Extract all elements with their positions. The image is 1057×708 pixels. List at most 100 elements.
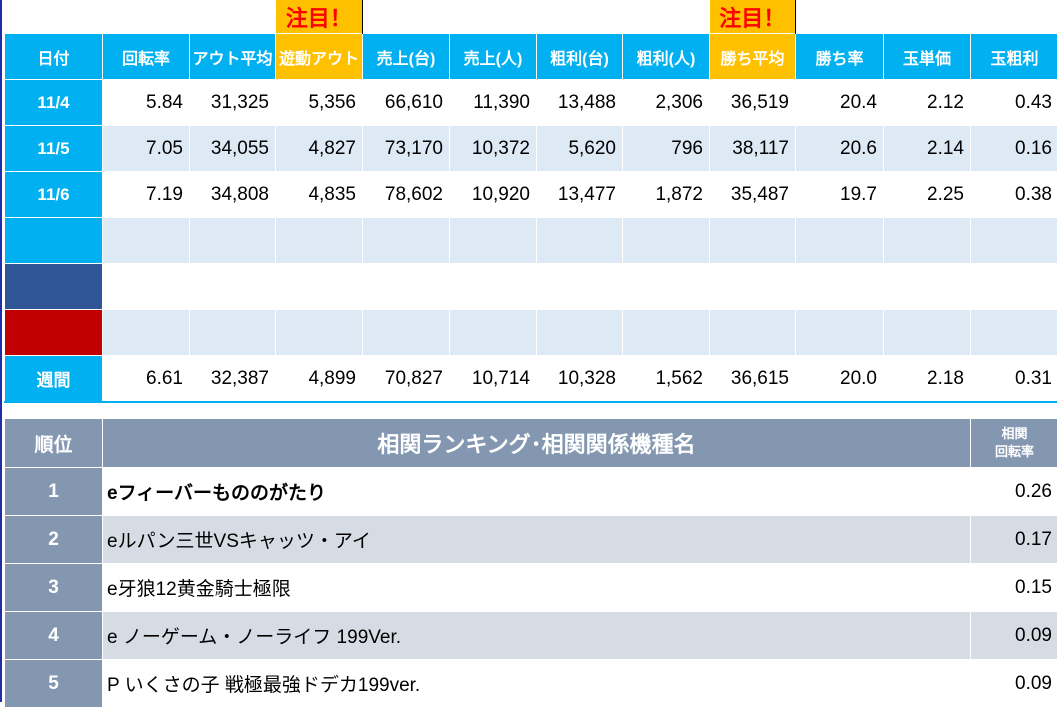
column-header: 玉単価 <box>884 34 971 80</box>
value-header: 回転率 <box>995 444 1034 459</box>
correlation-value: 0.09 <box>971 660 1057 708</box>
column-header: 粗利(人) <box>623 34 710 80</box>
value-cell <box>710 264 796 310</box>
value-cell: 5.84 <box>103 80 190 126</box>
rank-number: 3 <box>5 564 103 612</box>
value-cell: 0.38 <box>971 172 1057 218</box>
date-cell <box>5 218 103 264</box>
value-cell <box>884 264 971 310</box>
value-cell <box>103 310 190 356</box>
weekly-label: 週間 <box>5 356 103 403</box>
value-cell: 10,714 <box>450 356 537 403</box>
value-cell <box>190 264 276 310</box>
empty-row <box>5 264 1057 310</box>
value-cell: 4,827 <box>276 126 363 172</box>
value-cell <box>971 218 1057 264</box>
value-cell <box>623 310 710 356</box>
value-cell: 0.31 <box>971 356 1057 403</box>
value-cell: 6.61 <box>103 356 190 403</box>
value-cell: 2,306 <box>623 80 710 126</box>
correlation-value: 0.15 <box>971 564 1057 612</box>
value-cell: 2.25 <box>884 172 971 218</box>
value-cell: 20.6 <box>796 126 884 172</box>
rank-number: 2 <box>5 516 103 564</box>
machine-name: eルパン三世VSキャッツ・アイ <box>103 516 971 564</box>
value-cell <box>796 310 884 356</box>
date-cell: 11/5 <box>5 126 103 172</box>
value-cell <box>450 264 537 310</box>
column-header: 売上(人) <box>450 34 537 80</box>
column-header: 勝ち平均 <box>710 34 796 80</box>
value-cell: 70,827 <box>363 356 450 403</box>
empty-row <box>5 218 1057 264</box>
attention-note: 注目！ <box>276 0 363 34</box>
value-cell <box>884 310 971 356</box>
ranking-title: 相関ランキング･相関関係機種名 <box>103 419 971 468</box>
column-header: 玉粗利 <box>971 34 1057 80</box>
empty-row <box>5 310 1057 356</box>
rank-header: 順位 <box>5 419 103 468</box>
value-cell: 73,170 <box>363 126 450 172</box>
machine-name: e ノーゲーム・ノーライフ 199Ver. <box>103 612 971 660</box>
machine-name: eフィーバーもののがたり <box>103 468 971 516</box>
value-cell: 11,390 <box>450 80 537 126</box>
value-cell: 10,372 <box>450 126 537 172</box>
value-cell <box>710 218 796 264</box>
value-cell: 36,519 <box>710 80 796 126</box>
value-cell <box>363 218 450 264</box>
value-cell <box>623 264 710 310</box>
daily-stats-table: 注目！注目！ 日付回転率アウト平均遊動アウト売上(台)売上(人)粗利(台)粗利(… <box>4 0 1057 403</box>
value-cell: 78,602 <box>363 172 450 218</box>
value-cell: 1,872 <box>623 172 710 218</box>
value-cell <box>103 218 190 264</box>
value-cell <box>103 264 190 310</box>
column-header: 日付 <box>5 34 103 80</box>
value-cell: 32,387 <box>190 356 276 403</box>
machine-name: e牙狼12黄金騎士極限 <box>103 564 971 612</box>
value-cell: 36,615 <box>710 356 796 403</box>
value-cell: 19.7 <box>796 172 884 218</box>
correlation-value: 0.17 <box>971 516 1057 564</box>
value-cell: 34,055 <box>190 126 276 172</box>
date-cell: 11/4 <box>5 80 103 126</box>
date-cell: 11/6 <box>5 172 103 218</box>
value-cell: 2.14 <box>884 126 971 172</box>
value-cell: 0.16 <box>971 126 1057 172</box>
value-cell <box>971 264 1057 310</box>
value-cell: 1,562 <box>623 356 710 403</box>
value-cell: 66,610 <box>363 80 450 126</box>
value-cell <box>884 218 971 264</box>
value-cell <box>971 310 1057 356</box>
value-cell: 34,808 <box>190 172 276 218</box>
value-cell: 13,488 <box>537 80 623 126</box>
value-cell: 2.18 <box>884 356 971 403</box>
column-header: 粗利(台) <box>537 34 623 80</box>
value-cell <box>363 264 450 310</box>
value-cell: 13,477 <box>537 172 623 218</box>
value-cell: 4,835 <box>276 172 363 218</box>
value-cell <box>796 264 884 310</box>
value-cell <box>276 218 363 264</box>
value-header: 相関 <box>1001 426 1027 441</box>
column-header: 回転率 <box>103 34 190 80</box>
value-cell: 2.12 <box>884 80 971 126</box>
value-cell: 31,325 <box>190 80 276 126</box>
value-cell <box>710 310 796 356</box>
value-cell <box>537 218 623 264</box>
value-cell: 796 <box>623 126 710 172</box>
value-cell: 35,487 <box>710 172 796 218</box>
value-cell <box>190 218 276 264</box>
value-cell: 7.05 <box>103 126 190 172</box>
value-cell: 4,899 <box>276 356 363 403</box>
date-cell <box>5 310 103 356</box>
column-header: 売上(台) <box>363 34 450 80</box>
value-cell <box>276 310 363 356</box>
value-cell: 20.0 <box>796 356 884 403</box>
value-cell: 0.43 <box>971 80 1057 126</box>
